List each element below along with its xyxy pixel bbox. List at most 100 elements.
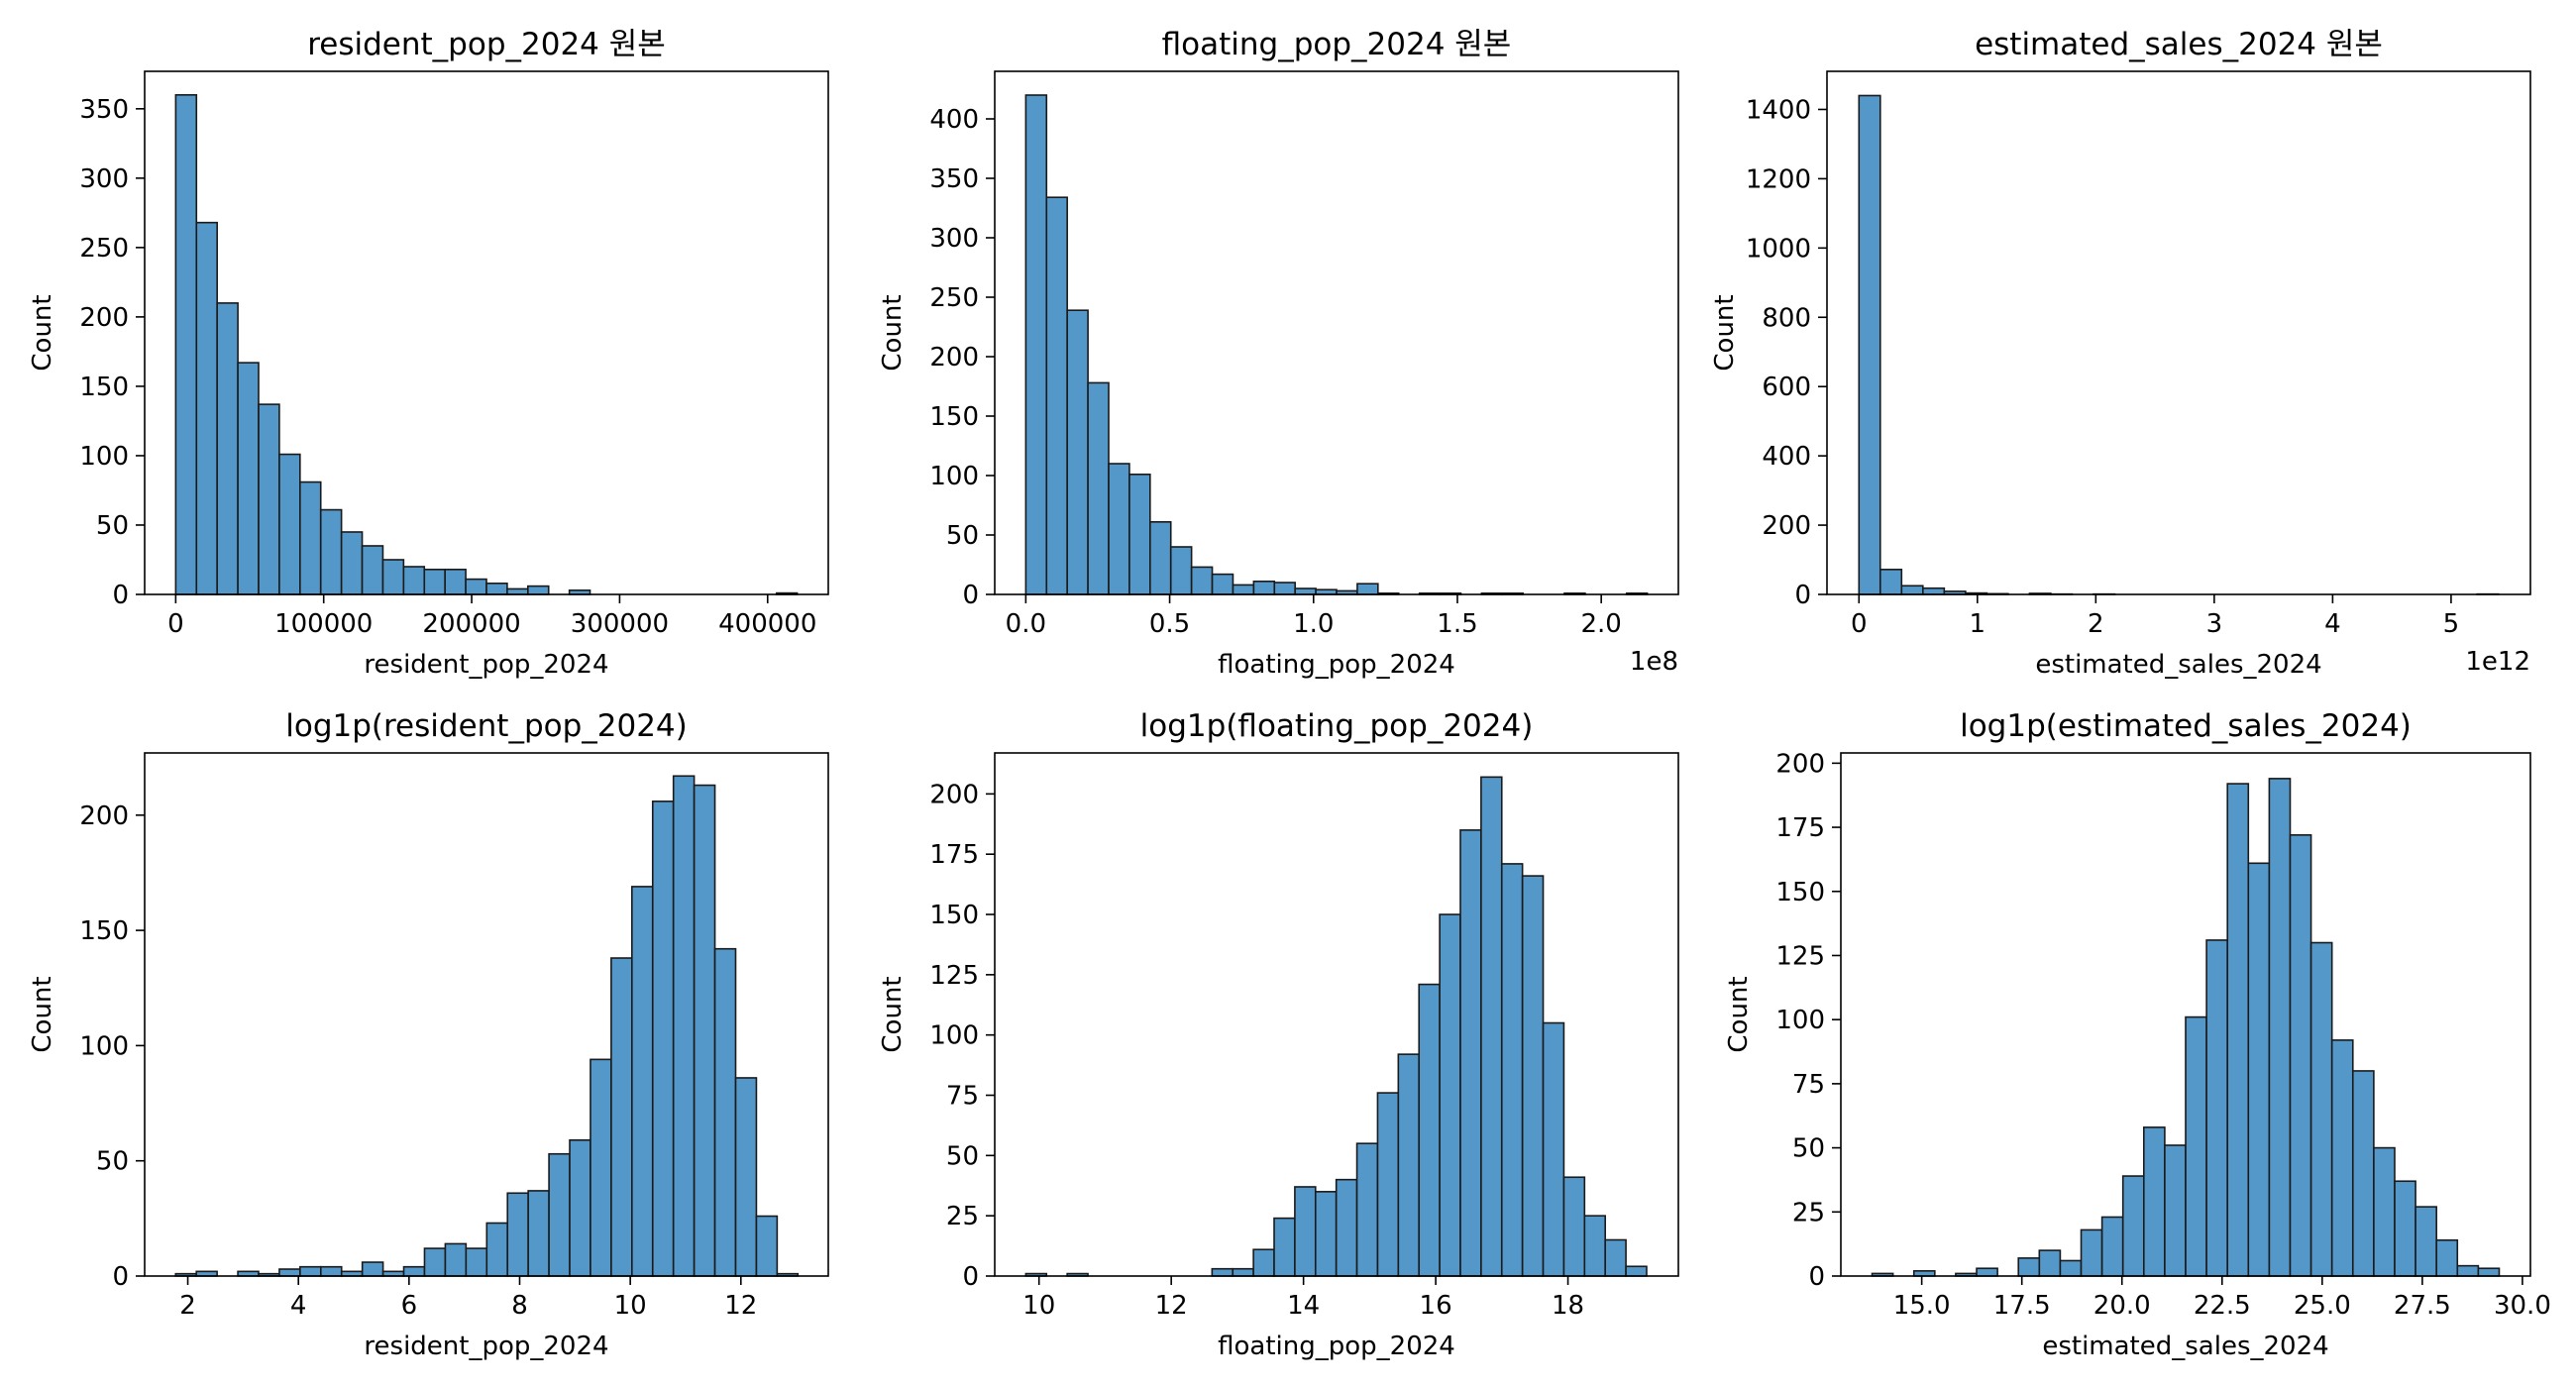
x-tick-label: 4: [2324, 609, 2341, 639]
y-tick-label: 125: [929, 961, 979, 991]
histogram-bar: [2330, 1039, 2354, 1277]
histogram-bar: [1459, 829, 1482, 1277]
y-tick-label: 0: [112, 1262, 129, 1292]
y-tick-label: 50: [1792, 1134, 1825, 1164]
y-tick-label: 50: [96, 511, 129, 541]
histogram-bar: [237, 362, 260, 595]
histogram-bar: [423, 568, 446, 595]
histogram-bar: [2143, 1126, 2166, 1277]
x-tick-label: 2: [179, 1291, 196, 1321]
histogram-bar: [1900, 585, 1924, 595]
histogram-bar: [465, 578, 487, 595]
histogram-bar: [1858, 94, 1881, 595]
y-tick-label: 150: [79, 373, 129, 402]
y-tick-label: 0: [1794, 581, 1811, 610]
y-tick-label: 50: [946, 1141, 979, 1171]
histogram-bar: [423, 1247, 447, 1277]
histogram-bar: [506, 587, 529, 595]
chart-title: log1p(resident_pop_2024): [285, 708, 688, 744]
y-axis-label: Count: [878, 294, 908, 371]
x-tick-label: 12: [1155, 1291, 1188, 1321]
axes-frame: [994, 752, 1679, 1277]
chart-panel-1: 0 100000 200000 300000 400000 0 50 100 150 200 250…: [28, 27, 829, 680]
histogram-bar: [361, 545, 384, 595]
y-tick-label: 0: [1808, 1262, 1825, 1292]
x-tick-label: 8: [511, 1291, 528, 1321]
y-tick-label: 100: [79, 442, 129, 472]
histogram-bar: [2100, 1216, 2124, 1277]
y-tick-label: 200: [929, 780, 979, 809]
y-tick-label: 100: [929, 462, 979, 491]
histogram-bar: [2164, 1144, 2187, 1277]
histogram-bar: [1232, 584, 1255, 595]
histogram-bar: [1273, 582, 1296, 595]
y-tick-label: 175: [1775, 813, 1825, 843]
histogram-bar: [2017, 1257, 2041, 1277]
histogram-bar: [1356, 583, 1379, 595]
histogram-bar: [527, 585, 550, 595]
x-tick-label: 10: [614, 1291, 647, 1321]
histogram-bar: [1211, 1267, 1234, 1277]
x-tick-label: 15.0: [1893, 1291, 1951, 1321]
x-tick-label: 0.0: [1006, 609, 1046, 639]
x-tick-label: 27.5: [2394, 1291, 2451, 1321]
histogram-bar: [1128, 473, 1151, 595]
histogram-bar: [361, 1261, 384, 1277]
histogram-bar: [2456, 1264, 2480, 1277]
histogram-bar: [2205, 939, 2228, 1277]
y-axis-label: Count: [28, 294, 57, 371]
chart-title: floating_pop_2024 원본: [1162, 27, 1512, 62]
y-tick-label: 1200: [1746, 164, 1811, 194]
histogram-bar: [2038, 1249, 2062, 1277]
y-tick-label: 75: [1792, 1070, 1825, 1100]
histogram-bar: [1294, 587, 1317, 595]
histogram-bar: [1273, 1217, 1296, 1277]
histogram-bar: [590, 1058, 612, 1277]
histogram-bar: [278, 453, 301, 595]
x-axis-offset-label: 1e8: [1630, 647, 1678, 677]
chart-title: estimated_sales_2024 원본: [1975, 27, 2383, 62]
y-tick-label: 600: [1762, 373, 1811, 402]
x-tick-label: 5: [2443, 609, 2460, 639]
x-tick-label: 30.0: [2494, 1291, 2551, 1321]
y-tick-label: 350: [929, 164, 979, 194]
histogram-bar: [2309, 941, 2333, 1277]
y-tick-label: 150: [929, 901, 979, 930]
y-tick-label: 150: [79, 916, 129, 946]
histogram-bar: [672, 775, 696, 1277]
histogram-bar: [1314, 1191, 1338, 1277]
y-tick-label: 75: [946, 1082, 979, 1112]
histogram-bar: [340, 531, 364, 595]
chart-panel-6: 15.0 17.5 20.0 22.5 25.0 27.5 30.0 0 25 50 75 100 12…: [1724, 708, 2551, 1361]
y-tick-label: 200: [1775, 749, 1825, 779]
histogram-bar: [2059, 1259, 2083, 1277]
y-tick-label: 800: [1762, 303, 1811, 333]
y-tick-label: 200: [929, 343, 979, 373]
x-tick-label: 200000: [422, 609, 520, 639]
x-tick-label: 22.5: [2194, 1291, 2251, 1321]
chart-panel-3: 0 1 2 3 4 5 0 200 400 600 800 1000 1200 1400 estimated…: [1710, 27, 2531, 680]
histogram-bar: [1252, 580, 1276, 595]
histogram-bar: [2247, 862, 2271, 1277]
histogram-bar: [444, 568, 467, 595]
chart-title: log1p(estimated_sales_2024): [1960, 708, 2412, 744]
y-tick-label: 200: [1762, 511, 1811, 541]
histogram-bar: [1542, 1021, 1565, 1277]
axes-frame: [144, 752, 829, 1277]
histogram-bar: [631, 886, 654, 1277]
y-tick-label: 100: [1775, 1006, 1825, 1035]
chart-panel-5: 10 12 14 16 18 0 25 50 75 100 125 150 175 200 log1p(fl…: [878, 708, 1679, 1361]
axes-frame: [994, 70, 1679, 595]
histogram-bar: [2289, 834, 2312, 1277]
y-tick-label: 100: [79, 1031, 129, 1061]
histogram-bar: [2394, 1180, 2416, 1277]
histogram-bar: [1521, 875, 1545, 1277]
x-tick-label: 16: [1420, 1291, 1452, 1321]
histogram-bar: [1376, 1092, 1400, 1277]
histogram-bar: [278, 1268, 301, 1277]
y-tick-label: 50: [946, 521, 979, 551]
histogram-bar: [548, 1152, 571, 1277]
histogram-bar: [485, 1222, 509, 1277]
histogram-bar: [174, 94, 198, 595]
y-tick-label: 400: [1762, 442, 1811, 472]
